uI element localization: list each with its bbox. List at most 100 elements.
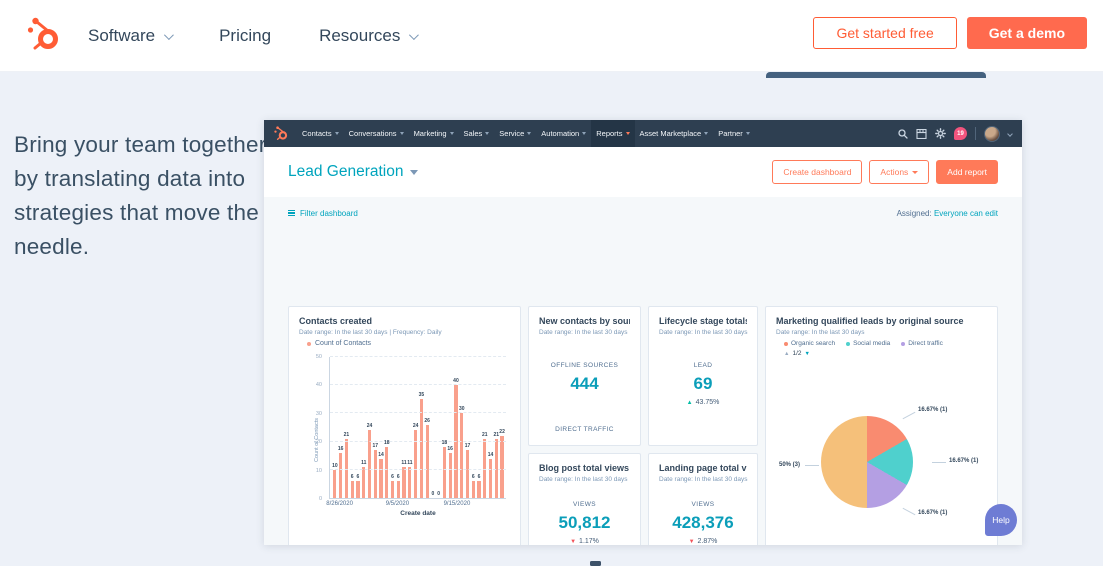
chevron-down-icon[interactable]: [1007, 130, 1013, 137]
nav-item-software[interactable]: Software: [88, 26, 174, 46]
caret-down-icon: [912, 170, 919, 174]
dash-nav-item-asset-marketplace[interactable]: Asset Marketplace: [635, 120, 714, 147]
legend-item: Organic search: [784, 340, 835, 347]
actions-label: Actions: [880, 167, 909, 177]
bar-value-label: 6: [477, 474, 481, 481]
bar-value-label: 40: [453, 378, 459, 385]
y-tick-label: 30: [315, 410, 322, 417]
panel-title: Blog post total views a...: [539, 463, 630, 473]
dash-nav-item-reports[interactable]: Reports: [591, 120, 635, 147]
panel-date-range: Date range: In the last 30 days | Freque…: [299, 329, 442, 336]
add-report-button[interactable]: Add report: [936, 160, 998, 184]
bar: [379, 458, 383, 498]
bar-value-label: 35: [418, 392, 425, 399]
bar-slot: 6: [470, 357, 476, 498]
filter-icon: [288, 209, 295, 217]
bar-slot: 30: [459, 357, 465, 498]
bar-slot: 14: [378, 357, 384, 498]
assigned-value-link[interactable]: Everyone can edit: [933, 208, 998, 218]
dash-nav-item-service[interactable]: Service: [494, 120, 536, 147]
bar: [488, 458, 493, 498]
divider: [975, 127, 976, 140]
nav-item-pricing[interactable]: Pricing: [219, 26, 271, 46]
dash-nav-item-sales[interactable]: Sales: [459, 120, 495, 147]
notifications-badge[interactable]: 19: [954, 127, 967, 140]
dash-nav-item-contacts[interactable]: Contacts: [297, 120, 344, 147]
bar-value-label: 6: [350, 474, 354, 481]
hubspot-logo-icon[interactable]: [27, 17, 61, 53]
y-tick-label: 0: [318, 496, 322, 502]
bar: [408, 466, 412, 498]
bar: [419, 399, 423, 498]
bar-value-label: 21: [482, 431, 488, 438]
user-avatar[interactable]: [984, 125, 1000, 142]
pager-up-icon[interactable]: ▲: [784, 350, 790, 357]
dash-nav-item-conversations[interactable]: Conversations: [344, 120, 409, 147]
bar-slot: 11: [407, 357, 413, 498]
chevron-down-icon: [745, 132, 750, 135]
mql-by-original-source-panel: Marketing qualified leads by original so…: [765, 306, 998, 545]
panel-title: New contacts by source: [539, 316, 630, 326]
dash-nav-label: Asset Marketplace: [639, 129, 702, 138]
bar-slot: 18: [442, 357, 448, 498]
search-icon[interactable]: [898, 128, 908, 139]
chevron-down-icon: [625, 132, 630, 135]
nav-item-resources[interactable]: Resources: [319, 26, 420, 46]
dashboard-title-dropdown[interactable]: Lead Generation: [288, 163, 419, 181]
site-nav: Software Pricing Resources: [88, 0, 420, 72]
nav-item-label: Resources: [319, 26, 401, 45]
dash-nav-label: Sales: [463, 129, 483, 138]
get-started-free-button[interactable]: Get started free: [813, 17, 957, 49]
filter-label: Filter dashboard: [300, 208, 358, 218]
chevron-down-icon: [334, 132, 339, 135]
help-button[interactable]: Help: [985, 504, 1017, 536]
dash-nav-item-automation[interactable]: Automation: [536, 120, 591, 147]
bar-slot: 26: [424, 357, 430, 498]
legend-label: Direct traffic: [908, 340, 943, 347]
gridline: [330, 468, 506, 470]
bars-container: 10 16 21 6 6 11 24 17 14 18 6 6 11 11 24 35 26 0 0 18 16 40 30…: [332, 357, 505, 498]
bar-slot: 18: [384, 357, 390, 498]
legend-label: Organic search: [791, 340, 836, 347]
lifecycle-stage-totals-panel: Lifecycle stage totals Date range: In th…: [648, 306, 758, 446]
caret-down-icon: [410, 169, 419, 175]
bar-slot: 6: [355, 357, 361, 498]
bar: [373, 450, 377, 498]
legend-item: Direct traffic: [901, 340, 943, 347]
dash-nav-label: Reports: [596, 129, 623, 138]
carousel-indicator[interactable]: [590, 561, 601, 566]
metric-label: VIEWS: [691, 501, 715, 508]
bar-value-label: 22: [499, 428, 505, 435]
bar: [460, 413, 464, 498]
pie-slice-label: 16.67% (1): [918, 510, 948, 516]
pager-down-icon[interactable]: ▼: [804, 350, 810, 357]
dash-nav-item-marketing[interactable]: Marketing: [409, 120, 459, 147]
bar-slot: 6: [476, 357, 482, 498]
bar: [350, 481, 354, 498]
create-dashboard-button[interactable]: Create dashboard: [772, 160, 863, 184]
bar-value-label: 21: [493, 431, 500, 438]
bar-value-label: 17: [372, 443, 379, 450]
pie-legend: Organic search Social media Direct traffic: [784, 340, 987, 347]
pie-connector: [805, 465, 819, 466]
marketplace-icon[interactable]: [916, 128, 927, 139]
filter-dashboard-button[interactable]: Filter dashboard: [288, 209, 358, 218]
y-tick-label: 40: [315, 382, 322, 389]
dash-nav-item-partner[interactable]: Partner: [713, 120, 755, 147]
delta-value: 2.87%: [697, 538, 718, 545]
site-header: Software Pricing Resources Get started f…: [0, 0, 1103, 72]
video-tab: [766, 72, 986, 78]
blog-post-total-views-panel: Blog post total views a... Date range: I…: [528, 453, 641, 545]
bar: [367, 430, 372, 498]
dash-nav-label: Conversations: [348, 129, 397, 138]
bar-value-label: 6: [391, 474, 394, 481]
actions-button[interactable]: Actions: [869, 160, 930, 184]
panel-date-range: Date range: In the last 30 days: [539, 476, 628, 483]
bar-slot: 21: [344, 357, 350, 498]
get-a-demo-button[interactable]: Get a demo: [966, 17, 1087, 49]
settings-gear-icon[interactable]: [935, 128, 946, 139]
panel-title: Marketing qualified leads by original so…: [776, 316, 964, 326]
chevron-down-icon: [527, 132, 532, 135]
hubspot-sprocket-icon[interactable]: [274, 126, 289, 141]
bar-value-label: 21: [343, 431, 350, 438]
